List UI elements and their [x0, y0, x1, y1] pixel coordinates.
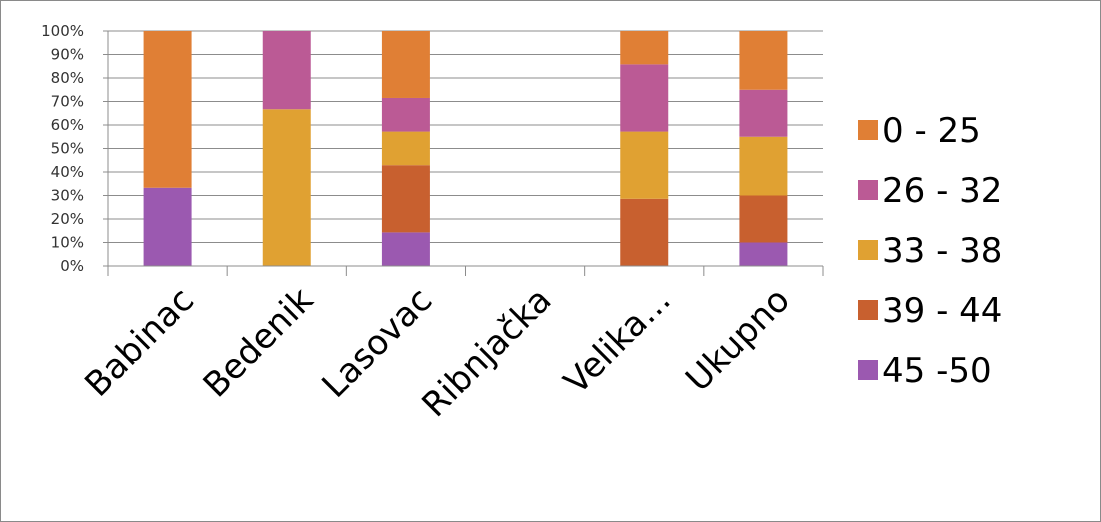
y-tick-label: 60% — [51, 116, 84, 134]
x-category-label: Velika... — [556, 280, 678, 402]
legend-swatch — [858, 240, 878, 260]
y-tick-label: 0% — [60, 257, 84, 275]
x-category-label: Babinac — [77, 280, 202, 405]
x-category-label: Lasovac — [314, 280, 440, 406]
y-tick-label: 80% — [51, 69, 84, 87]
bar-segment — [739, 242, 788, 266]
y-tick-label: 90% — [51, 46, 84, 64]
bar-segment — [143, 187, 192, 266]
bar-stacks — [143, 31, 788, 266]
legend: 0 - 25 26 - 32 33 - 38 39 - 44 45 -50 — [858, 111, 1002, 391]
legend-label: 39 - 44 — [882, 291, 1002, 331]
bar-segment — [381, 131, 430, 166]
x-category-label: Ribnjačka — [414, 280, 559, 425]
y-tick-label: 40% — [51, 163, 84, 181]
bar-segment — [381, 232, 430, 266]
bar-segment — [739, 89, 788, 137]
bar-segment — [620, 31, 669, 65]
bar-segment — [620, 64, 669, 132]
legend-swatch — [858, 300, 878, 320]
y-tick-label: 20% — [51, 210, 84, 228]
bar-segment — [381, 31, 430, 98]
bar-segment — [739, 195, 788, 243]
y-tick-label: 10% — [51, 234, 84, 252]
y-tick-label: 100% — [41, 22, 84, 40]
bar-segment — [262, 31, 311, 110]
legend-swatch — [858, 180, 878, 200]
y-tick-label: 50% — [51, 140, 84, 158]
x-category-label: Ukupno — [678, 280, 798, 400]
bar-segment — [620, 131, 669, 199]
gridlines — [103, 30, 823, 267]
legend-swatch — [858, 120, 878, 140]
bar-segment — [739, 31, 788, 90]
bar-segment — [143, 31, 192, 188]
bar-segment — [262, 109, 311, 266]
y-tick-label: 70% — [51, 93, 84, 111]
legend-label: 33 - 38 — [882, 231, 1002, 271]
bar-segment — [381, 97, 430, 132]
legend-label: 0 - 25 — [882, 111, 981, 151]
y-tick-label: 30% — [51, 187, 84, 205]
legend-label: 26 - 32 — [882, 171, 1002, 211]
x-category-label: Bedenik — [196, 280, 322, 406]
legend-label: 45 -50 — [882, 351, 992, 391]
bar-segment — [381, 165, 430, 233]
bar-segment — [739, 136, 788, 196]
y-tick-labels: 0% 10% 20% 30% 40% 50% 60% 70% 80% 90% 100% — [41, 22, 84, 275]
bar-segment — [620, 198, 669, 266]
axes — [107, 31, 824, 276]
legend-swatch — [858, 360, 878, 380]
